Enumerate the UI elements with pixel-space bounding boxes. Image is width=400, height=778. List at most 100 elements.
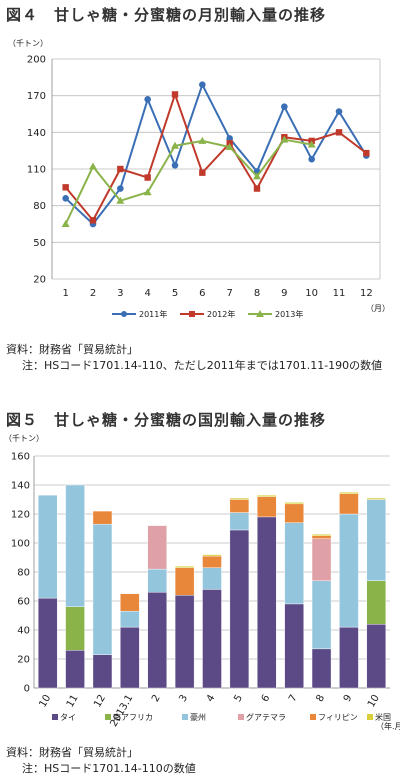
- x-tick-label: 12: [92, 693, 108, 710]
- y-tick-label: 100: [11, 539, 30, 550]
- bar-segment: [311, 534, 332, 536]
- legend-label: 2012年: [207, 309, 235, 319]
- bar-segment: [120, 610, 140, 628]
- bar-segment: [366, 624, 387, 689]
- bar-segment: [339, 492, 359, 494]
- legend-swatch: [182, 714, 188, 720]
- data-point: [335, 108, 343, 115]
- data-point: [144, 96, 151, 103]
- bar-segment: [366, 497, 387, 500]
- y-tick-label: 120: [11, 510, 30, 521]
- bar-segment: [311, 535, 332, 539]
- x-tick-label: 12: [360, 288, 373, 299]
- bar-segment: [229, 529, 250, 689]
- bar-segment: [147, 568, 167, 593]
- bar-segment: [311, 580, 332, 650]
- legend-label: 2013年: [275, 309, 303, 319]
- x-tick-label: 10: [305, 288, 318, 299]
- data-point: [143, 188, 152, 196]
- bar-segment: [229, 497, 250, 500]
- bar-segment: [174, 566, 195, 568]
- bar-segment: [37, 597, 58, 689]
- data-point: [280, 135, 289, 143]
- data-point: [171, 141, 179, 149]
- bar-segment: [257, 516, 277, 689]
- x-tick-label: 3: [117, 288, 123, 299]
- y-tick-label: 80: [17, 568, 30, 579]
- x-tick-label: 10: [366, 693, 382, 710]
- bar-segment: [174, 595, 195, 689]
- data-point: [144, 174, 151, 181]
- legend-label: 2011年: [139, 309, 167, 319]
- x-tick-label: 8: [314, 693, 327, 704]
- data-point: [171, 162, 179, 169]
- x-tick-label: 3: [177, 693, 190, 704]
- bar-segment: [202, 554, 222, 557]
- bar-segment: [257, 496, 277, 518]
- bar-segment: [37, 494, 58, 599]
- data-point: [171, 91, 179, 98]
- data-point: [198, 136, 207, 144]
- bar-segment: [65, 484, 85, 608]
- y-tick-label: 40: [17, 626, 30, 637]
- series-line-2: [64, 91, 367, 223]
- figure5-title: 図５ 甘しゃ糖・分蜜糖の国別輸入量の推移: [6, 411, 327, 429]
- y-tick-label: 50: [33, 238, 46, 249]
- y-tick-label: 20: [33, 275, 46, 286]
- data-point: [199, 169, 206, 176]
- y-tick-label: 0: [24, 684, 30, 695]
- bar-segment: [65, 606, 85, 651]
- legend-label: 南アフリカ: [113, 712, 153, 722]
- data-point: [117, 165, 124, 173]
- legend-label: タイ: [60, 713, 76, 722]
- bar-segment: [174, 567, 195, 596]
- y-tick-label: 60: [17, 597, 30, 608]
- data-point: [199, 81, 206, 88]
- bar-segment: [339, 513, 359, 628]
- data-point: [253, 185, 261, 192]
- data-point: [226, 135, 233, 142]
- figure4-title: 図４ 甘しゃ糖・分蜜糖の月別輸入量の推移: [6, 6, 327, 24]
- data-point: [61, 220, 70, 227]
- figure5-source: 資料：財務省「貿易統計」: [6, 746, 138, 759]
- x-tick-label: 5: [172, 288, 178, 299]
- x-tick-label: 2: [90, 288, 96, 299]
- x-tick-label: 9: [281, 288, 287, 299]
- series-line-3: [64, 138, 312, 225]
- legend-label: グアテマラ: [246, 712, 286, 722]
- bar-segment: [147, 592, 167, 689]
- bar-segment: [120, 593, 140, 612]
- y-unit-label: （千トン）: [4, 433, 44, 443]
- y-tick-label: 140: [27, 128, 46, 139]
- y-tick-label: 140: [11, 481, 30, 492]
- bar-segment: [284, 502, 304, 505]
- bar-segment: [92, 654, 113, 689]
- data-point: [225, 143, 234, 150]
- bar-segment: [366, 580, 387, 625]
- y-tick-label: 160: [11, 452, 30, 463]
- bar-segment: [147, 525, 167, 570]
- x-tick-label: 7: [226, 288, 232, 299]
- bar-segment: [202, 555, 222, 568]
- x-tick-label: 9: [342, 693, 355, 704]
- bar-segment: [229, 499, 250, 513]
- bar-segment: [311, 648, 332, 689]
- legend-label: 米国: [375, 712, 391, 722]
- figure4-note: 注：HSコード1701.14-110、ただし2011年までは1701.11-19…: [22, 359, 383, 372]
- y-tick-label: 20: [17, 655, 30, 666]
- x-tick-label: 6: [199, 288, 205, 299]
- legend-marker: [121, 311, 127, 317]
- data-point: [281, 103, 288, 110]
- bar-segment: [284, 603, 304, 689]
- x-unit-label: （年.月）: [376, 721, 400, 731]
- bar-segment: [339, 493, 359, 515]
- x-unit-label: （月）: [366, 304, 390, 313]
- x-tick-label: 8: [254, 288, 260, 299]
- data-point: [363, 149, 370, 157]
- legend-swatch: [367, 714, 373, 720]
- data-point: [335, 129, 343, 136]
- bar-segment: [311, 538, 332, 581]
- x-tick-label: 6: [260, 693, 273, 704]
